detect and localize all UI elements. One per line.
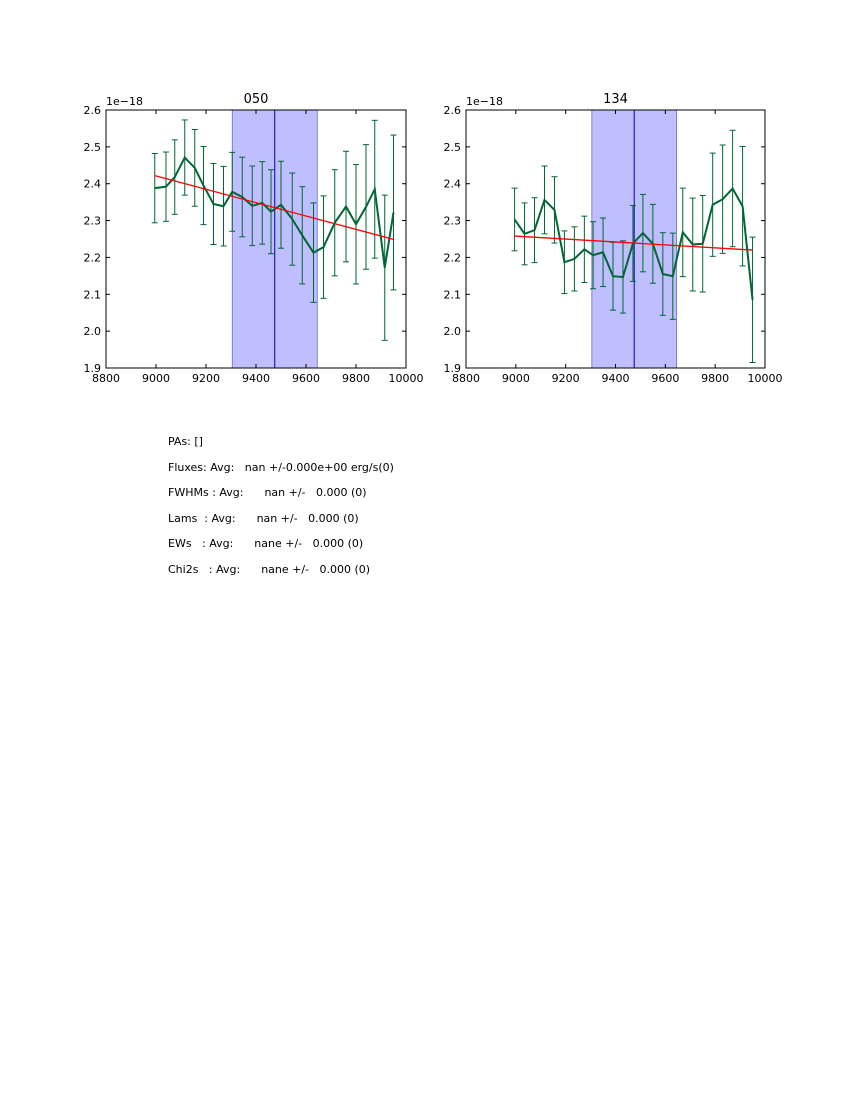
stats-fwhms: FWHMs : Avg: nan +/- 0.000 (0) (168, 486, 367, 500)
y-tick-label: 2.3 (444, 215, 462, 228)
x-tick-label: 9200 (192, 372, 220, 385)
stats-block: PAs: [] Fluxes: Avg: nan +/-0.000e+00 er… (168, 435, 394, 589)
y-offset-label: 1e−18 (466, 95, 503, 108)
x-tick-label: 10000 (389, 372, 424, 385)
y-tick-label: 2.0 (444, 325, 462, 338)
y-tick-label: 2.0 (84, 325, 102, 338)
spectrum-line (154, 155, 395, 268)
x-tick-label: 9000 (142, 372, 170, 385)
chart-title: 050 (244, 92, 269, 107)
y-tick-label: 2.2 (444, 251, 462, 264)
x-tick-label: 8800 (92, 372, 120, 385)
stats-lams: Lams : Avg: nan +/- 0.000 (0) (168, 511, 359, 525)
x-tick-label: 9400 (602, 372, 630, 385)
y-tick-label: 2.2 (84, 251, 102, 264)
y-tick-label: 2.5 (444, 141, 462, 154)
fit-line (514, 235, 753, 251)
y-tick-label: 2.5 (84, 141, 102, 154)
x-tick-label: 10000 (748, 372, 783, 385)
x-tick-label: 9200 (552, 372, 580, 385)
x-tick-label: 9800 (342, 372, 370, 385)
y-offset-label: 1e−18 (106, 95, 143, 108)
y-tick-label: 2.6 (444, 104, 462, 117)
y-tick-label: 2.6 (84, 104, 102, 117)
chart-panel-134: 8800 9000 9200 9400 9600 9800 10000 1.9 2.0 2.1 2.… (444, 92, 783, 385)
x-tick-label: 9600 (292, 372, 320, 385)
y-tick-label: 2.4 (84, 178, 102, 191)
y-tick-label: 1.9 (84, 362, 102, 375)
y-tick-label: 2.1 (84, 288, 102, 301)
y-tick-label: 2.1 (444, 288, 462, 301)
x-tick-label: 9800 (701, 372, 729, 385)
y-tick-label: 1.9 (444, 362, 462, 375)
y-tick-label: 2.3 (84, 215, 102, 228)
stats-ews: EWs : Avg: nane +/- 0.000 (0) (168, 537, 364, 551)
fit-line (154, 174, 394, 240)
x-tick-label: 9400 (242, 372, 270, 385)
x-tick-label: 9000 (502, 372, 530, 385)
figure: 8800 9000 9200 9400 9600 9800 10000 1.9 2.0 2.1 2.… (84, 92, 783, 385)
chart-panel-050: 8800 9000 9200 9400 9600 9800 10000 1.9 2.0 2.1 2.… (84, 92, 424, 385)
x-tick-label: 8800 (452, 372, 480, 385)
stats-pas: PAs: [] (168, 435, 203, 448)
y-tick-label: 2.4 (444, 178, 462, 191)
chart-title: 134 (603, 92, 628, 107)
x-tick-label: 9600 (651, 372, 679, 385)
stats-chi2s: Chi2s : Avg: nane +/- 0.000 (0) (168, 562, 371, 576)
stats-fluxes: Fluxes: Avg: nan +/-0.000e+00 erg/s(0) (168, 460, 394, 474)
